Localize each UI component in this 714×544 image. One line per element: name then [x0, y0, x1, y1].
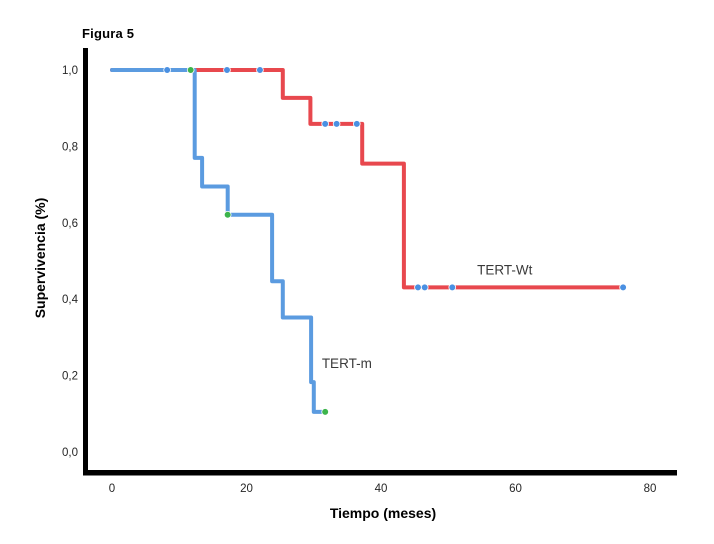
series-line-TERT-m	[110, 68, 328, 414]
series-label-TERT-Wt: TERT-Wt	[477, 262, 532, 277]
censor-dot-TERT-Wt	[256, 66, 264, 74]
censor-dot-TERT-m	[186, 66, 195, 74]
series-label-TERT-m: TERT-m	[322, 356, 372, 371]
censor-dot-TERT-Wt	[321, 120, 329, 128]
x-tick-label: 40	[375, 483, 388, 495]
x-axis-title: Tiempo (meses)	[329, 505, 437, 521]
censor-dot-TERT-Wt	[448, 283, 457, 292]
censor-dot-TERT-Wt	[352, 120, 361, 128]
x-tick-label: 60	[509, 483, 522, 495]
y-tick-label: 0,2	[62, 371, 78, 383]
censor-dot-TERT-Wt	[414, 283, 422, 292]
y-tick-label: 0,4	[62, 294, 79, 306]
x-axis-line	[83, 470, 677, 476]
y-tick-label: 1,0	[62, 65, 78, 77]
y-tick-label: 0,0	[62, 447, 78, 459]
figure-title: Figura 5	[82, 26, 135, 41]
censor-dot-TERT-Wt	[420, 283, 429, 292]
censor-dot-TERT-Wt	[619, 283, 627, 292]
censor-dot-TERT-Wt	[163, 66, 171, 74]
x-tick-label: 20	[240, 483, 253, 495]
y-tick-label: 0,6	[62, 218, 78, 230]
censor-dot-TERT-m	[223, 210, 232, 219]
x-tick-label: 0	[109, 483, 115, 495]
censor-dot-TERT-Wt	[223, 66, 231, 74]
series-line-TERT-Wt	[110, 68, 626, 290]
x-tick-label: 80	[644, 483, 657, 495]
y-axis-line	[83, 48, 88, 475]
censor-dot-TERT-Wt	[332, 120, 341, 128]
y-tick-label: 0,8	[62, 141, 78, 153]
censor-dot-TERT-m	[321, 408, 329, 416]
